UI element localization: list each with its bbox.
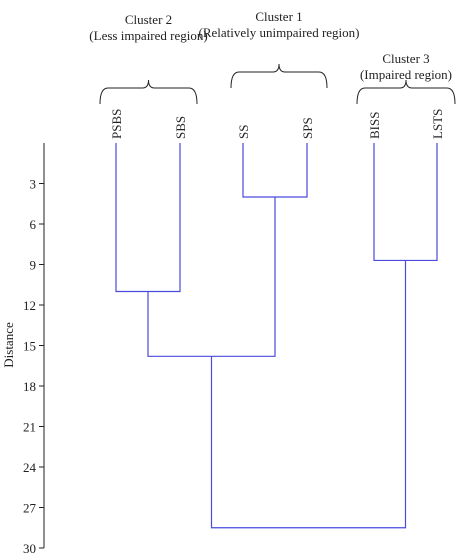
leaf-label: SS (236, 125, 251, 139)
y-tick-label: 15 (23, 339, 36, 354)
cluster-subtitle: (Impaired region) (360, 67, 452, 82)
cluster-subtitle: (Less impaired region) (89, 28, 207, 43)
y-tick-label: 21 (23, 420, 36, 435)
y-tick-label: 27 (23, 501, 37, 516)
cluster-bracket (99, 79, 198, 105)
dendrogram-link (242, 143, 308, 198)
y-tick-label: 9 (30, 258, 37, 273)
cluster-title: Cluster 1 (255, 9, 302, 24)
y-tick-label: 18 (23, 379, 36, 394)
leaf-label: BISS (367, 112, 382, 139)
dendrogram-link (115, 143, 181, 293)
cluster-bracket (356, 79, 456, 105)
leaf-label: SBS (173, 116, 188, 139)
cluster-title: Cluster 2 (125, 12, 172, 27)
y-axis-label: Distance (1, 322, 16, 368)
leaf-labels: PSBS SBS SS SPS BISS LSTS (109, 109, 445, 139)
y-tick-label: 30 (23, 541, 36, 556)
cluster-bracket (230, 63, 328, 89)
y-tick-label: 24 (23, 460, 37, 475)
cluster-title: Cluster 3 (382, 51, 429, 66)
cluster-annotations: Cluster 2(Less impaired region) Cluster 1… (89, 9, 456, 105)
cluster-subtitle: (Relatively unimpaired region) (198, 25, 359, 40)
y-tick-label: 12 (23, 298, 36, 313)
y-tick-label: 3 (30, 177, 37, 192)
y-tick-label: 6 (30, 217, 37, 232)
dendrogram-link (373, 143, 438, 262)
leaf-label: LSTS (430, 109, 445, 139)
dendrogram-link (210, 260, 407, 529)
dendrogram-link (147, 197, 276, 357)
leaf-label: PSBS (109, 109, 124, 139)
dendrogram-links (115, 143, 438, 529)
leaf-label: SPS (300, 117, 315, 139)
y-axis: 3 6 9 12 15 18 21 24 27 30 (23, 143, 45, 556)
